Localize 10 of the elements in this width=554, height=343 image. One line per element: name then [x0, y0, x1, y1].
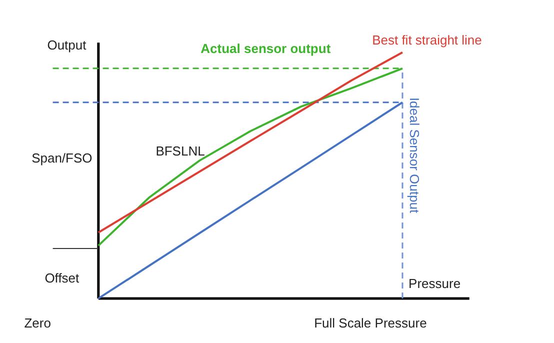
annotation: Span/FSO [32, 150, 92, 166]
text: Full Scale Pressure [314, 316, 427, 331]
text: Actual sensor output [200, 41, 332, 56]
y-axis-title: Output [47, 38, 87, 53]
ref-line-label: Offset [44, 270, 80, 286]
text: Zero [24, 316, 51, 331]
series-label: Best fit straight line [372, 32, 482, 48]
annotation: BFSLNL [156, 143, 205, 158]
text: Ideal Sensor Output [407, 97, 422, 214]
x-axis-title: Pressure [408, 276, 461, 292]
